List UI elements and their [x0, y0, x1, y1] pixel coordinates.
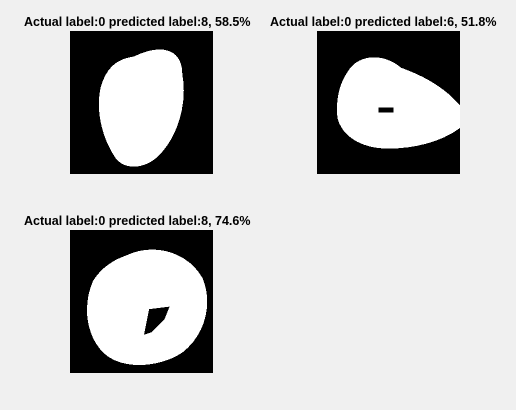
digit-0-ring-graphic	[70, 230, 213, 373]
panel-3-title: Actual label:0 predicted label:8, 74.6%	[24, 214, 251, 228]
panel-2-title: Actual label:0 predicted label:6, 51.8%	[270, 15, 497, 29]
panel-1-digit-image	[70, 31, 213, 174]
digit-0-blob-graphic	[317, 31, 460, 174]
panel-1-title: Actual label:0 predicted label:8, 58.5%	[24, 15, 251, 29]
panel-2-digit-image	[317, 31, 460, 174]
digit-0-oval-graphic	[70, 31, 213, 174]
panel-3-digit-image	[70, 230, 213, 373]
